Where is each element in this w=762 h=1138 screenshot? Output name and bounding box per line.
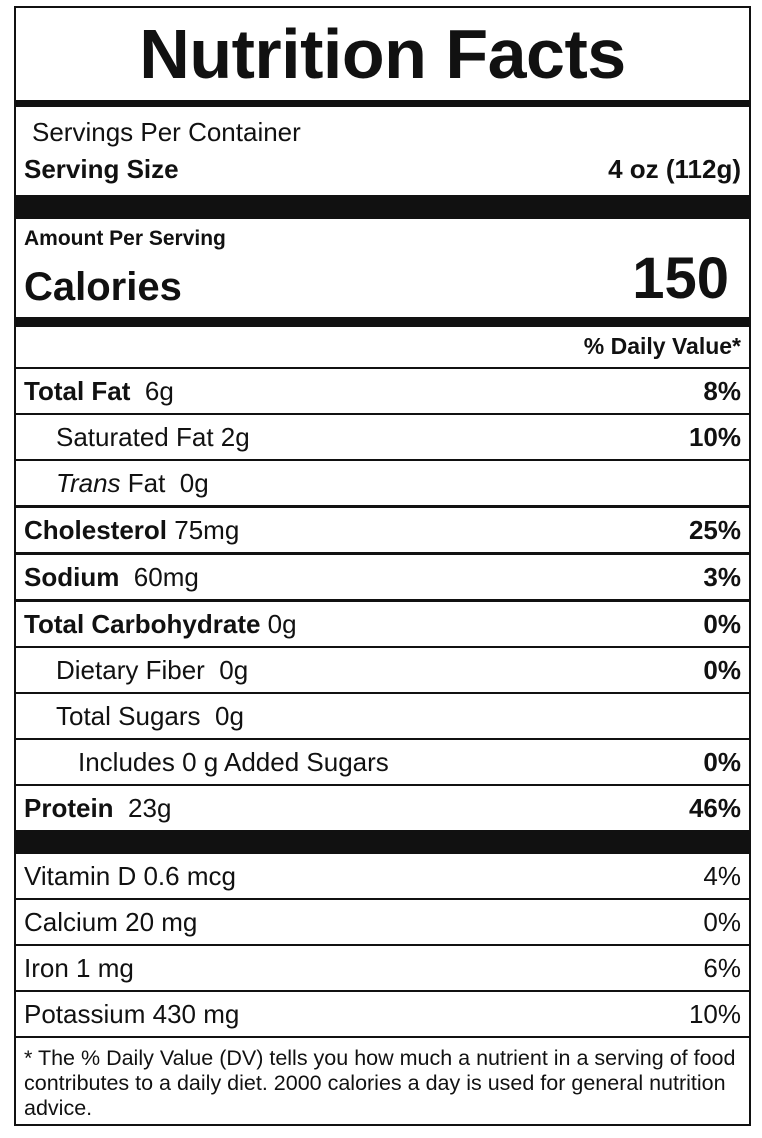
nutrient-name: Saturated Fat (56, 421, 214, 452)
nutrient-row-cholesterol: Cholesterol 75mg 25% (16, 508, 749, 555)
nutrient-name: Fat (127, 467, 166, 498)
nutrient-row-saturated-fat: Saturated Fat 2g 10% (16, 415, 749, 461)
calories-value: 150 (632, 246, 729, 311)
vitamin-dv: 4% (703, 860, 741, 891)
nutrient-amount: 6g (144, 375, 174, 406)
daily-value-footnote: * The % Daily Value (DV) tells you how m… (16, 1036, 749, 1121)
nutrient-name: Includes 0 g Added Sugars (78, 746, 389, 777)
serving-size-label: Serving Size (24, 154, 179, 184)
nutrient-name: Protein (24, 792, 114, 823)
nutrient-dv: 0% (703, 608, 741, 639)
nutrient-amount: 2g (220, 421, 250, 452)
nutrient-dv: 8% (703, 375, 741, 406)
nutrient-name-italic: Trans (56, 467, 121, 498)
vitamin-row-calcium: Calcium 20 mg 0% (16, 900, 749, 946)
nutrition-facts-label: Nutrition Facts Servings Per Container S… (14, 6, 751, 1126)
serving-size-value: 4 oz (112g) (608, 154, 741, 184)
nutrient-row-added-sugars: Includes 0 g Added Sugars 0% (16, 740, 749, 786)
nutrient-row-total-fat: Total Fat 6g 8% (16, 369, 749, 415)
nutrient-name: Total Sugars (56, 700, 201, 731)
nutrient-row-trans-fat: Trans Fat 0g (16, 461, 749, 508)
nutrient-name: Cholesterol (24, 514, 168, 545)
label-title: Nutrition Facts (139, 15, 626, 93)
nutrient-name: Total Fat (24, 375, 131, 406)
nutrient-dv: 25% (688, 514, 741, 545)
nutrient-row-dietary-fiber: Dietary Fiber 0g 0% (16, 648, 749, 694)
nutrient-dv: 10% (688, 421, 741, 452)
nutrient-name: Sodium (24, 561, 120, 592)
divider-thick (16, 195, 749, 219)
servings-per-container: Servings Per Container (32, 117, 301, 147)
nutrient-name: Total Carbohydrate (24, 608, 261, 639)
nutrient-amount: 0g (214, 700, 244, 731)
calories-label: Calories (24, 265, 182, 309)
nutrient-dv: 3% (703, 561, 741, 592)
nutrient-row-total-carbohydrate: Total Carbohydrate 0g 0% (16, 602, 749, 648)
vitamin-row-vitamin-d: Vitamin D 0.6 mcg 4% (16, 854, 749, 900)
nutrient-amount: 60mg (133, 561, 199, 592)
serving-size-row: Serving Size 4 oz (112g) (16, 148, 749, 195)
nutrient-dv: 0% (703, 654, 741, 685)
nutrient-row-sodium: Sodium 60mg 3% (16, 555, 749, 602)
divider-medium (16, 317, 749, 327)
divider-thin (16, 100, 749, 107)
vitamin-dv: 6% (703, 952, 741, 983)
vitamin-dv: 10% (688, 998, 741, 1029)
nutrient-amount: 0g (267, 608, 297, 639)
vitamin-name: Potassium 430 mg (24, 998, 240, 1029)
nutrient-amount: 0g (179, 467, 209, 498)
vitamin-name: Vitamin D 0.6 mcg (24, 860, 236, 891)
nutrient-amount: 75mg (174, 514, 240, 545)
nutrient-name: Dietary Fiber (56, 654, 205, 685)
divider-thick (16, 830, 749, 854)
vitamin-dv: 0% (703, 906, 741, 937)
calories-row: Calories 150 (16, 246, 749, 317)
nutrient-dv: 46% (688, 792, 741, 823)
vitamin-row-potassium: Potassium 430 mg 10% (16, 992, 749, 1036)
vitamin-name: Iron 1 mg (24, 952, 134, 983)
vitamin-row-iron: Iron 1 mg 6% (16, 946, 749, 992)
amount-per-serving: Amount Per Serving (24, 227, 226, 250)
nutrient-dv: 0% (703, 746, 741, 777)
nutrient-amount: 23g (128, 792, 172, 823)
daily-value-header: % Daily Value* (16, 327, 749, 369)
nutrient-amount: 0g (219, 654, 249, 685)
vitamin-name: Calcium 20 mg (24, 906, 198, 937)
nutrient-row-protein: Protein 23g 46% (16, 786, 749, 830)
nutrient-row-total-sugars: Total Sugars 0g (16, 694, 749, 740)
